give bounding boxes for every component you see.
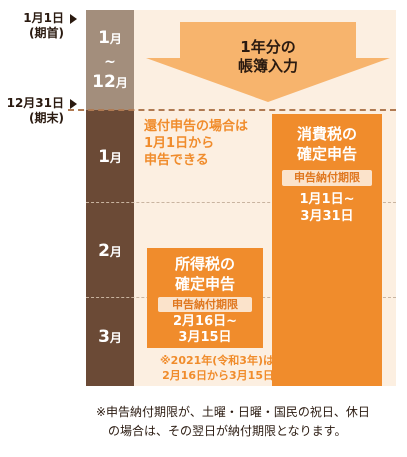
footnote: ※申告納付期限が、土曜・日曜・国民の祝日、休日 の場合は、その翌日が納付期限とな…: [96, 403, 406, 441]
refund-note: 還付申告の場合は 1月1日から 申告できる: [144, 118, 248, 169]
month-unit: 月: [109, 245, 122, 259]
consumption-tax-box: 消費税の 確定申告 申告納付期限 1月1日~ 3月31日: [272, 114, 382, 386]
refund-note-line-1: 還付申告の場合は: [144, 119, 249, 134]
income-2021-note: ※2021年(令和3年)は 2月16日から3月15日: [140, 353, 274, 383]
month-range-tilde: ~: [104, 54, 116, 70]
consumption-deadline: 1月1日~ 3月31日: [272, 191, 382, 225]
month-number: 1: [98, 147, 110, 167]
income-2021-note-line-1: ※2021年(令和3年)は: [159, 354, 274, 367]
start-date-label: 1月1日 (期首): [4, 11, 64, 41]
income-tax-box: 所得税の 確定申告 申告納付期限 2月16日~ 3月15日: [147, 248, 263, 348]
month-unit: 月: [109, 151, 122, 165]
consumption-tax-title: 消費税の 確定申告: [272, 124, 382, 164]
refund-note-line-2: 1月1日から: [144, 136, 215, 151]
month-number: 1: [98, 28, 110, 48]
bookkeeping-arrow-icon: [146, 22, 390, 102]
month-label-dec: 12月: [86, 72, 134, 92]
consumption-deadline-line-2: 3月31日: [300, 209, 354, 224]
month-label-jan: 1月: [86, 28, 134, 48]
footnote-line-1: ※申告納付期限が、土曜・日曜・国民の祝日、休日: [96, 405, 370, 419]
month-label-3: 3月: [86, 327, 134, 347]
bookkeeping-line-1: 1年分の: [240, 38, 296, 56]
month-unit: 月: [109, 331, 122, 345]
month-column-detail: [86, 110, 134, 386]
income-2021-note-line-2: 2月16日から3月15日: [162, 369, 274, 382]
end-date-caption: (期末): [29, 111, 64, 125]
consumption-deadline-line-1: 1月1日~: [299, 192, 355, 207]
month-number: 12: [92, 72, 116, 92]
consumption-tax-title-line-1: 消費税の: [296, 125, 357, 143]
consumption-deadline-tag: 申告納付期限: [282, 170, 372, 186]
footnote-line-2: の場合は、その翌日が納付期限となります。: [108, 424, 347, 438]
month-unit: 月: [115, 76, 128, 90]
income-tax-title-line-2: 確定申告: [174, 275, 235, 293]
month-column-overview: [86, 10, 134, 110]
start-marker-icon: [70, 14, 77, 24]
start-date-caption: (期首): [29, 26, 64, 40]
income-tax-title-line-1: 所得税の: [174, 255, 235, 273]
income-deadline-tag: 申告納付期限: [158, 297, 252, 312]
month-number: 3: [98, 327, 110, 347]
fiscal-year-end-line: [68, 109, 396, 111]
end-date-text: 12月31日: [6, 96, 64, 110]
month-number: 2: [98, 241, 110, 261]
month-label-2: 2月: [86, 241, 134, 261]
bookkeeping-line-2: 帳簿入力: [237, 57, 298, 75]
month-label-1: 1月: [86, 147, 134, 167]
month-unit: 月: [109, 32, 122, 46]
bookkeeping-arrow-text: 1年分の 帳簿入力: [144, 38, 392, 76]
start-date-text: 1月1日: [23, 11, 64, 25]
month-divider-1-2: [86, 202, 396, 203]
income-deadline: 2月16日~ 3月15日: [147, 314, 263, 346]
consumption-tax-title-line-2: 確定申告: [296, 145, 357, 163]
end-date-label: 12月31日 (期末): [0, 96, 64, 126]
income-deadline-line-2: 3月15日: [178, 330, 232, 345]
income-tax-title: 所得税の 確定申告: [147, 254, 263, 294]
income-deadline-line-1: 2月16日~: [172, 314, 238, 329]
end-marker-icon: [70, 99, 77, 109]
refund-note-line-3: 申告できる: [144, 153, 209, 168]
